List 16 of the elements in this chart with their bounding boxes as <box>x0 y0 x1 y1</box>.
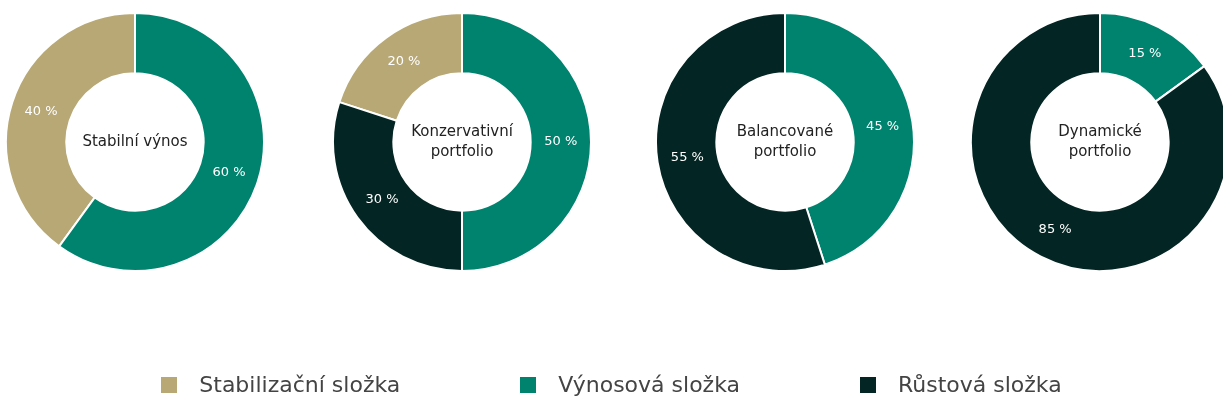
text: Stabilní výnos <box>82 131 188 150</box>
data-label: 20 % <box>387 53 421 69</box>
data-label: 55 % <box>670 148 704 164</box>
text: Konzervativní portfolio <box>411 121 514 160</box>
legend-label: Výnosová složka <box>558 372 740 397</box>
data-label: 30 % <box>365 191 399 207</box>
data-label: 40 % <box>24 102 58 118</box>
data-label: 15 % <box>1128 45 1162 61</box>
text: Balancované portfolio <box>736 121 834 160</box>
text: Dynamické portfolio <box>1058 121 1142 160</box>
legend-label: Růstová složka <box>897 372 1062 397</box>
data-label: 50 % <box>544 133 578 149</box>
data-label: 60 % <box>212 163 246 179</box>
legend-label: Stabilizační složka <box>199 372 401 397</box>
data-label: 45 % <box>866 117 900 133</box>
data-label: 85 % <box>1038 221 1072 237</box>
